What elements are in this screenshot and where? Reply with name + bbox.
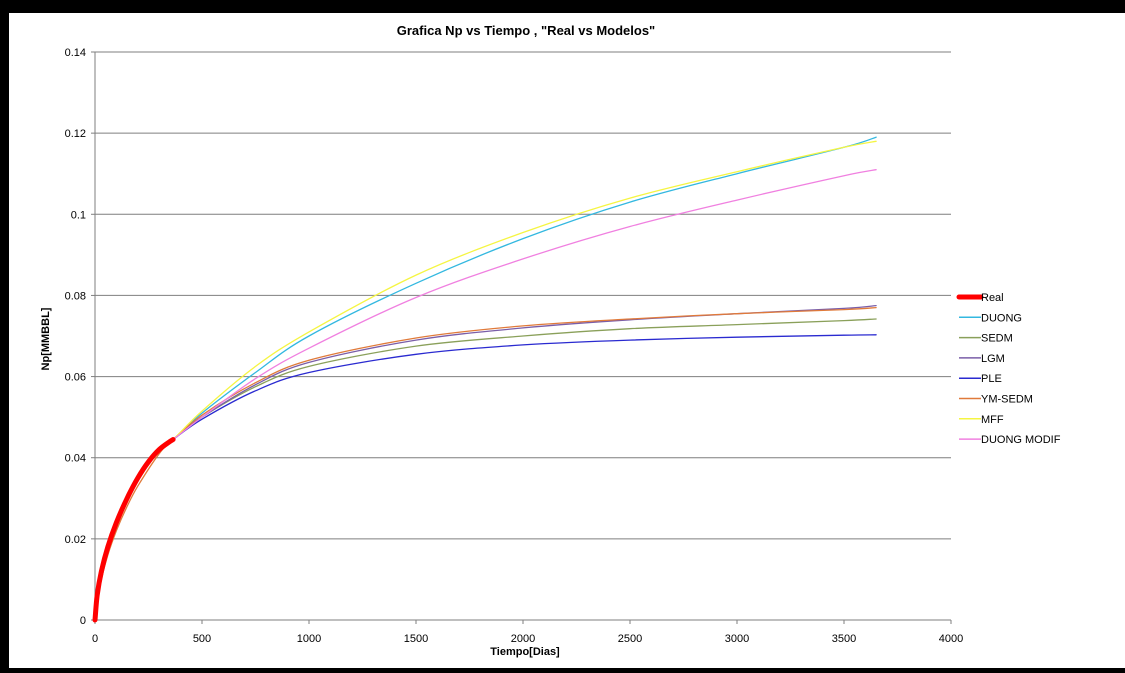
x-tick-label: 3500 (832, 633, 856, 645)
chart-title: Grafica Np vs Tiempo , "Real vs Modelos" (397, 23, 655, 38)
series-line-mff (94, 140, 877, 621)
legend-label-ym-sedm: YM-SEDM (981, 394, 1033, 406)
x-tick-label: 3000 (725, 633, 749, 645)
series-line-ym-sedm (94, 306, 877, 621)
series-line-duong (94, 136, 877, 621)
y-axis-title: Np[MMBBL] (40, 307, 52, 370)
series-line-duong-modif (94, 169, 877, 621)
legend-label-sedm: SEDM (981, 333, 1013, 345)
y-tick-label: 0.14 (65, 47, 86, 59)
x-tick-label: 500 (193, 633, 211, 645)
legend-label-duong-modif: DUONG MODIF (981, 434, 1061, 446)
y-tick-label: 0.02 (65, 534, 86, 546)
x-tick-label: 2500 (618, 633, 642, 645)
series-line-ple (94, 334, 877, 621)
legend-label-lgm: LGM (981, 353, 1005, 365)
x-axis-ticks: 0 500 1000 1500 2000 2500 3000 3500 4000 (92, 620, 963, 645)
y-tick-label: 0.12 (65, 128, 86, 140)
x-tick-label: 4000 (939, 633, 963, 645)
legend-label-ple: PLE (981, 373, 1002, 385)
legend-label-mff: MFF (981, 414, 1004, 426)
x-tick-label: 0 (92, 633, 98, 645)
y-tick-label: 0.08 (65, 290, 86, 302)
series-line-lgm (94, 304, 877, 621)
y-tick-label: 0.1 (71, 209, 86, 221)
series-lines (92, 136, 877, 623)
y-tick-label: 0 (80, 615, 86, 627)
series-line-sedm (94, 318, 877, 621)
series-line-real (92, 437, 176, 623)
chart-svg: 0 0.02 0.04 0.06 0.08 0.1 0.12 0.14 0 500 1000 150… (40, 23, 1061, 658)
y-axis-ticks: 0 0.02 0.04 0.06 0.08 0.1 0.12 0.14 (65, 47, 95, 627)
x-tick-label: 1500 (404, 633, 428, 645)
y-tick-label: 0.04 (65, 453, 86, 465)
y-tick-label: 0.06 (65, 372, 86, 384)
legend-label-duong: DUONG (981, 312, 1022, 324)
chart-frame: 0 0.02 0.04 0.06 0.08 0.1 0.12 0.14 0 500 1000 150… (9, 13, 1125, 668)
gridlines (95, 51, 951, 540)
x-tick-label: 1000 (297, 633, 321, 645)
legend-label-real: Real (981, 292, 1004, 304)
legend: Real DUONG SEDM LGM PLE YM-SEDM MFF DUONG MODIF (956, 292, 1061, 446)
x-axis-title: Tiempo[Dias] (490, 646, 560, 658)
x-tick-label: 2000 (511, 633, 535, 645)
